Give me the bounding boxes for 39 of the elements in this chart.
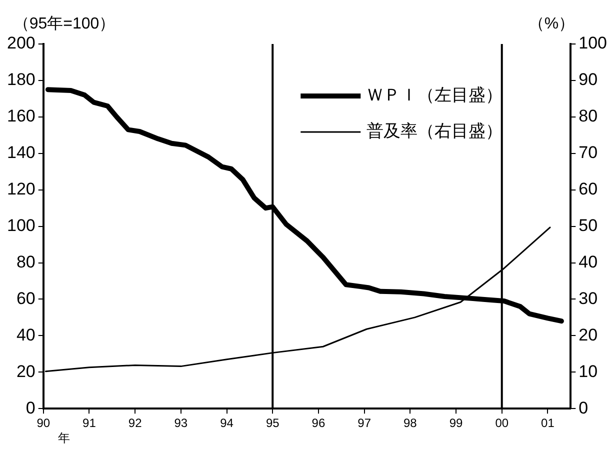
y-tick-label: 0 (26, 398, 36, 418)
y2-tick-label: 20 (578, 325, 598, 344)
y-tick-label: 80 (16, 252, 36, 272)
x-tick-label: 90 (36, 416, 50, 430)
x-tick-label: 00 (495, 416, 509, 430)
y2-tick-label: 90 (578, 70, 598, 90)
x-tick-label: 99 (449, 416, 464, 430)
legend-label: ＷＰＩ（左目盛） (366, 86, 503, 105)
y-tick-label: 200 (6, 34, 36, 53)
y2-tick-label: 30 (578, 288, 598, 308)
x-tick-label: 91 (82, 416, 96, 430)
x-tick-label: 96 (312, 416, 326, 430)
y2-tick-label: 70 (578, 143, 598, 162)
y2-tick-label: 60 (578, 180, 598, 199)
y2-tick-label: 80 (578, 106, 598, 126)
y-tick-label: 140 (6, 143, 36, 162)
y2-axis-title: （%） (528, 15, 575, 32)
x-tick-label: 98 (403, 416, 418, 430)
x-tick-label: 93 (174, 416, 188, 430)
y-tick-label: 120 (6, 180, 36, 199)
y2-tick-label: 10 (578, 362, 598, 381)
y-tick-label: 180 (6, 70, 36, 90)
x-tick-label: 01 (541, 416, 555, 430)
y2-tick-label: 50 (578, 216, 598, 235)
x-tick-label: 94 (220, 416, 234, 430)
y-tick-label: 100 (6, 216, 36, 235)
y2-tick-label: 100 (578, 34, 608, 53)
y2-tick-label: 0 (578, 398, 588, 418)
x-tick-label: 97 (358, 416, 372, 430)
x-tick-label: 92 (128, 416, 142, 430)
y-tick-label: 20 (16, 362, 36, 381)
x-tick-label: 95 (266, 416, 280, 430)
legend-label: 普及率（右目盛） (366, 122, 503, 141)
y-tick-label: 40 (16, 325, 36, 344)
y2-tick-label: 40 (578, 252, 598, 272)
x-axis-title: 年 (58, 430, 70, 445)
y-tick-label: 60 (16, 288, 36, 308)
y-tick-label: 160 (6, 106, 36, 126)
y-axis-title: （95年=100） (13, 15, 116, 32)
